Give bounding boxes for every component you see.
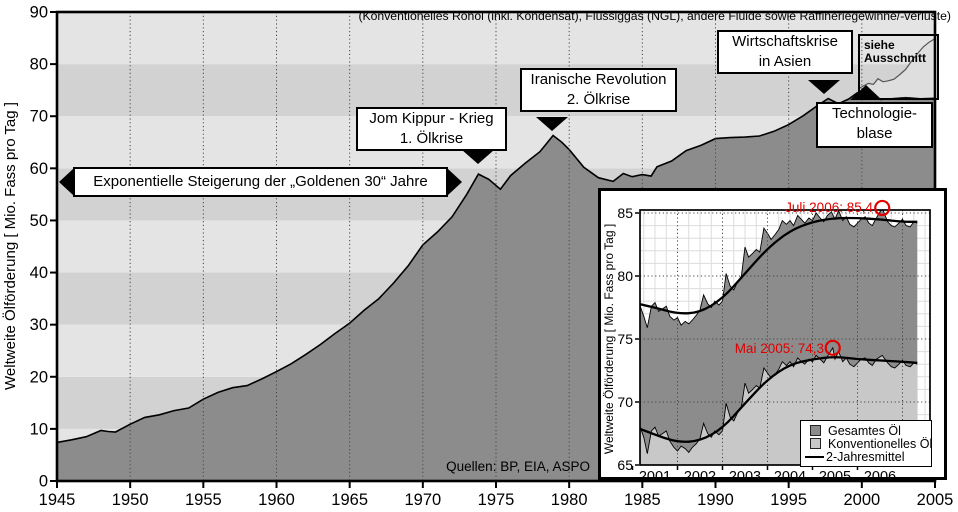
legend-swatch-conventional-icon [810,438,821,449]
zoom-region-label-line1: siehe [864,38,895,52]
svg-text:90: 90 [30,4,48,22]
svg-text:80: 80 [30,56,48,74]
legend-item-conventional: Konventionelles Öl [807,437,932,451]
svg-text:2001: 2001 [639,469,671,477]
legend-item-mean: 2-Jahresmittel [805,449,927,464]
annotation-asia-line2: in Asien [758,53,812,70]
annotation-asia-crisis: Wirtschaftskrise in Asien [717,30,853,74]
annotation-golden-years: Exponentielle Steigerung der „Goldenen 3… [73,167,448,197]
inset-frame [639,209,931,466]
annotation-golden-years-label: Exponentielle Steigerung der „Goldenen 3… [93,173,428,190]
annotation-jom-kippur-line2: 1. Ölkrise [399,130,464,147]
callout-peak-total: Juli 2006: 85,4 [785,200,873,215]
svg-text:1960: 1960 [258,491,295,509]
marker-triangle-down-icon [808,80,840,94]
zoom-region-outline: siehe Ausschnitt [858,34,939,100]
source-note: Quellen: BP, EIA, ASPO [446,459,590,474]
inset-mean-lines [640,216,918,443]
svg-text:70: 70 [617,394,633,410]
svg-text:10: 10 [30,420,48,438]
annotation-jom-kippur-line1: Jom Kippur - Krieg [369,110,494,127]
svg-text:2002: 2002 [684,469,716,477]
annotation-iran-line1: Iranische Revolution [530,71,667,88]
svg-text:2006: 2006 [864,469,896,477]
legend-label-total: Gesamtes Öl [828,423,901,438]
inset-legend: Gesamtes Öl Konventionelles Öl 2-Jahresm… [800,420,932,467]
annotation-tech-line2: blase [856,125,893,142]
arrow-right-icon [448,169,462,195]
inset-y-axis-title: Weltweite Ölförderung [ Mio. Fass pro Ta… [602,224,616,454]
svg-text:1965: 1965 [331,491,368,509]
svg-text:65: 65 [617,457,633,473]
svg-text:20: 20 [30,368,48,386]
svg-text:30: 30 [30,316,48,334]
svg-text:1950: 1950 [112,491,149,509]
inset-major-grid [640,210,930,465]
svg-text:2004: 2004 [774,469,806,477]
svg-text:1955: 1955 [185,491,222,509]
annotation-asia-line1: Wirtschaftskrise [732,33,838,50]
zoom-region-label-line2: Ausschnitt [864,51,927,65]
svg-text:1945: 1945 [39,491,76,509]
y-axis-title: Weltweite Ölförderung [ Mio. Fass pro Ta… [1,102,19,390]
marker-triangle-down-icon [536,117,568,131]
svg-text:50: 50 [30,212,48,230]
svg-text:2005: 2005 [917,491,954,509]
svg-text:70: 70 [30,108,48,126]
marker-triangle-up-icon [850,85,882,100]
svg-text:80: 80 [617,268,633,284]
inset-chart-panel: 65 70 75 80 85 2001 2002 2003 2004 2005 2006 Weltw… [598,188,947,480]
axis-ticks-and-labels: 1945 1950 1955 1960 1965 1970 1975 1980 1985 1990… [30,4,954,510]
annotation-tech-bubble: Technologie- blase [816,102,933,148]
svg-text:1970: 1970 [404,491,441,509]
svg-text:2003: 2003 [729,469,761,477]
chart-subtitle: (Konventionelles Rohöl (inkl. Kondensat)… [358,9,951,23]
svg-text:0: 0 [39,473,48,491]
svg-text:1995: 1995 [770,491,807,509]
annotation-jom-kippur: Jom Kippur - Krieg 1. Ölkrise [356,107,507,151]
annotation-iran-line2: 2. Ölkrise [566,91,631,108]
svg-text:2000: 2000 [843,491,880,509]
marker-triangle-down-icon [462,150,494,164]
annotation-tech-line1: Technologie- [831,105,918,122]
svg-text:1975: 1975 [478,491,515,509]
arrow-left-icon [59,169,73,195]
total-oil-wedge [858,38,936,100]
svg-text:40: 40 [30,264,48,282]
svg-text:85: 85 [617,205,633,221]
svg-text:1980: 1980 [551,491,588,509]
legend-swatch-total-icon [810,425,821,436]
legend-label-conventional: Konventionelles Öl [828,436,933,451]
svg-text:75: 75 [617,331,633,347]
legend-label-mean: 2-Jahresmittel [826,449,905,464]
legend-item-total: Gesamtes Öl [807,423,927,438]
callout-peak-conventional: Mai 2005: 74,3 [734,341,824,356]
svg-text:2005: 2005 [819,469,851,477]
svg-text:1985: 1985 [624,491,661,509]
inset-ticks-and-labels: 65 70 75 80 85 2001 2002 2003 2004 2005 2006 [617,205,896,477]
annotation-iran-revolution: Iranische Revolution 2. Ölkrise [520,68,677,112]
legend-line-icon [805,455,824,458]
inset-callout-circles [824,199,891,356]
svg-text:60: 60 [30,160,48,178]
svg-text:1990: 1990 [697,491,734,509]
